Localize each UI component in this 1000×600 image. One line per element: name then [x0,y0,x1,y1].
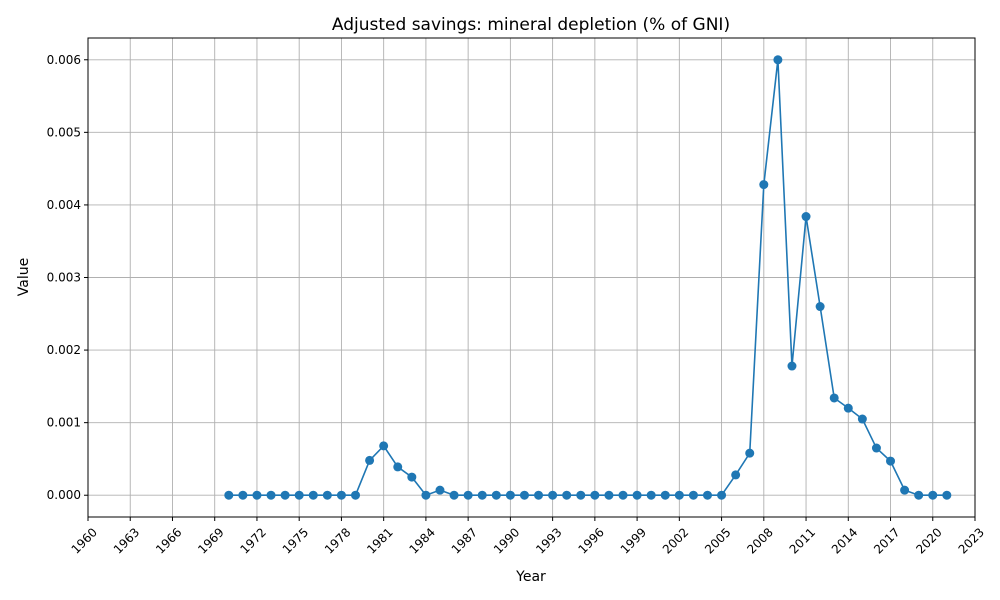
data-point [900,485,910,495]
data-point [365,455,375,465]
data-point [407,472,417,482]
y-tick-label: 0.003 [47,271,81,285]
data-point [660,490,670,500]
data-point [308,490,318,500]
data-point [646,490,656,500]
data-point [688,490,698,500]
data-point [294,490,304,500]
y-tick-label: 0.006 [47,53,81,67]
data-point [928,490,938,500]
data-point [731,470,741,480]
y-tick-label: 0.002 [47,343,81,357]
data-point [759,180,769,190]
y-axis-label: Value [16,258,32,296]
data-point [674,490,684,500]
data-point [491,490,501,500]
data-point [562,490,572,500]
y-axis-ticks: 0.000 0.001 0.002 0.003 0.004 0.005 0.006 [47,53,88,502]
data-point [857,414,867,424]
data-point [871,443,881,453]
series-line-layer [224,55,952,500]
x-axis-label: Year [515,569,546,585]
data-point [393,462,403,472]
data-point [505,490,515,500]
data-point [632,490,642,500]
data-point [519,490,529,500]
data-point [379,441,389,451]
data-point [322,490,332,500]
data-point [252,490,262,500]
data-point [238,490,248,500]
data-point [702,490,712,500]
data-point [717,490,727,500]
chart-title: Adjusted savings: mineral depletion (% o… [332,15,730,35]
data-point [590,490,600,500]
data-point [618,490,628,500]
data-point [224,490,234,500]
data-point [843,403,853,413]
data-point [787,361,797,371]
series-line [228,59,947,497]
data-point [351,490,361,500]
data-point [604,490,614,500]
data-point [815,302,825,312]
data-point [435,485,445,495]
data-point [280,490,290,500]
data-point [421,490,431,500]
data-point [534,490,544,500]
data-point [942,490,952,500]
y-tick-label: 0.001 [47,416,81,430]
data-point [914,490,924,500]
y-tick-label: 0.004 [47,198,81,212]
y-tick-label: 0.005 [47,125,81,139]
y-tick-label: 0.000 [47,488,81,502]
data-point [463,490,473,500]
data-point [336,490,346,500]
data-point [449,490,459,500]
data-point [745,448,755,458]
grid-lines [87,38,976,517]
data-point [773,55,783,65]
data-point [477,490,487,500]
data-point [266,490,276,500]
data-point [886,456,896,466]
data-point [548,490,558,500]
data-point [801,212,811,222]
data-point [829,393,839,403]
data-point [576,490,586,500]
